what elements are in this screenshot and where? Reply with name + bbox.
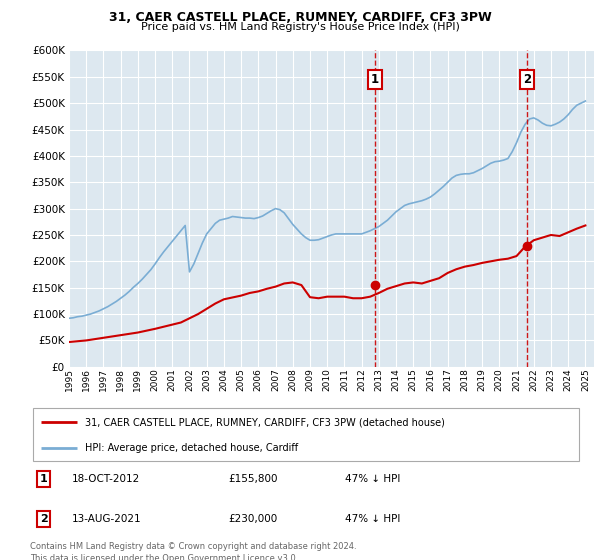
- Text: 47% ↓ HPI: 47% ↓ HPI: [344, 474, 400, 484]
- FancyBboxPatch shape: [33, 408, 579, 461]
- Text: 18-OCT-2012: 18-OCT-2012: [71, 474, 140, 484]
- Text: 2: 2: [523, 73, 531, 86]
- Text: Price paid vs. HM Land Registry's House Price Index (HPI): Price paid vs. HM Land Registry's House …: [140, 22, 460, 32]
- Text: £155,800: £155,800: [229, 474, 278, 484]
- Text: 31, CAER CASTELL PLACE, RUMNEY, CARDIFF, CF3 3PW (detached house): 31, CAER CASTELL PLACE, RUMNEY, CARDIFF,…: [85, 417, 445, 427]
- Text: 2: 2: [40, 514, 47, 524]
- Text: 13-AUG-2021: 13-AUG-2021: [71, 514, 141, 524]
- Text: HPI: Average price, detached house, Cardiff: HPI: Average price, detached house, Card…: [85, 444, 298, 453]
- Text: £230,000: £230,000: [229, 514, 278, 524]
- Text: 1: 1: [371, 73, 379, 86]
- Text: Contains HM Land Registry data © Crown copyright and database right 2024.: Contains HM Land Registry data © Crown c…: [30, 542, 356, 551]
- Text: This data is licensed under the Open Government Licence v3.0.: This data is licensed under the Open Gov…: [30, 554, 298, 560]
- Text: 47% ↓ HPI: 47% ↓ HPI: [344, 514, 400, 524]
- Text: 1: 1: [40, 474, 47, 484]
- Text: 31, CAER CASTELL PLACE, RUMNEY, CARDIFF, CF3 3PW: 31, CAER CASTELL PLACE, RUMNEY, CARDIFF,…: [109, 11, 491, 24]
